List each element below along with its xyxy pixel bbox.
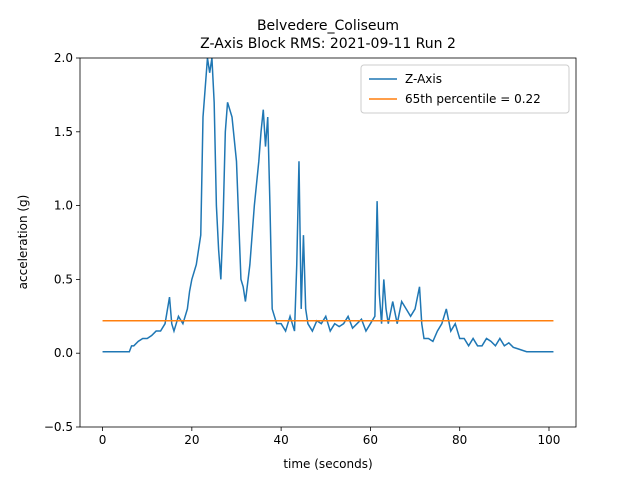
- x-tick-label: 100: [538, 433, 561, 447]
- chart-title: Belvedere_Coliseum: [257, 18, 399, 34]
- x-tick-label: 20: [184, 433, 199, 447]
- y-tick-label: 2.0: [54, 51, 73, 65]
- x-tick-label: 80: [452, 433, 467, 447]
- y-tick-label: 1.0: [54, 199, 73, 213]
- legend-label: Z-Axis: [405, 72, 442, 86]
- legend-box: [360, 64, 570, 114]
- y-tick-label: 0.0: [54, 346, 73, 360]
- y-tick-label: −0.5: [44, 420, 73, 434]
- x-tick-label: 40: [273, 433, 288, 447]
- y-tick-label: 1.5: [54, 125, 73, 139]
- chart-subtitle: Z-Axis Block RMS: 2021-09-11 Run 2: [200, 36, 456, 52]
- x-tick-label: 0: [99, 433, 107, 447]
- x-tick-label: 60: [363, 433, 378, 447]
- legend-label: 65th percentile = 0.22: [405, 92, 541, 106]
- y-tick-label: 0.5: [54, 272, 73, 286]
- y-axis-label: acceleration (g): [16, 195, 30, 290]
- x-axis-label: time (seconds): [283, 457, 372, 471]
- plot-frame: [79, 57, 577, 428]
